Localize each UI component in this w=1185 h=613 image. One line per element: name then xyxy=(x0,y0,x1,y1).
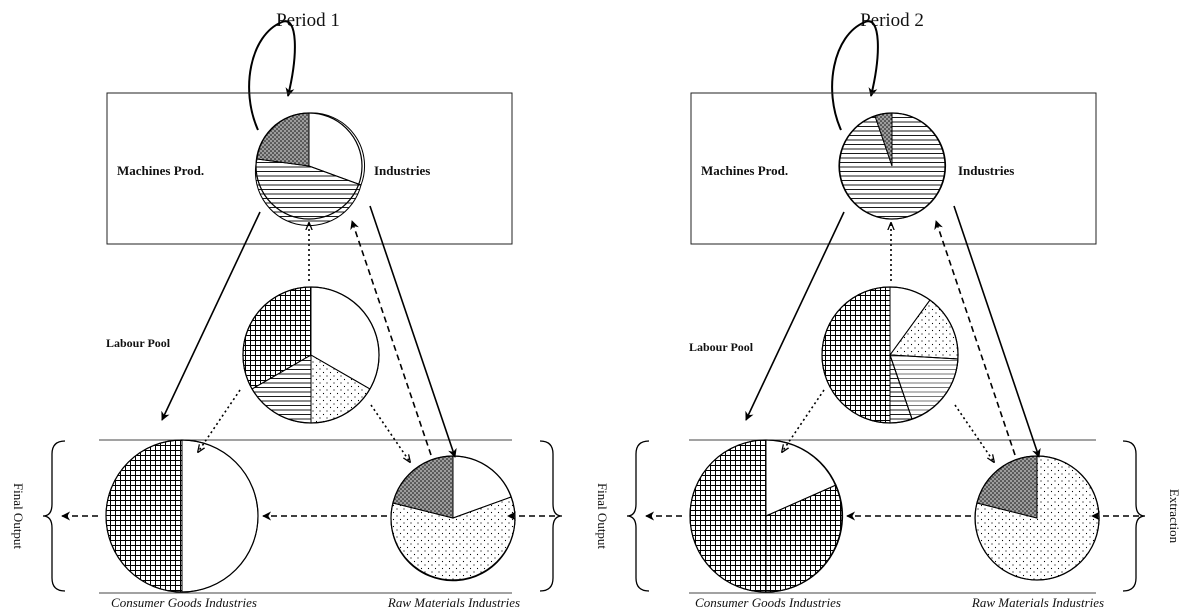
pie-slice xyxy=(254,158,362,227)
machines-label-left: Machines Prod. xyxy=(117,163,204,178)
pie-slice xyxy=(105,439,183,593)
self-loop-arrow xyxy=(831,20,879,131)
consumer-goods-label: Consumer Goods Industries xyxy=(695,595,841,610)
labour-pool-label: Labour Pool xyxy=(106,336,171,350)
machines-label-right: Industries xyxy=(958,163,1014,178)
pie-slice xyxy=(821,286,891,424)
arrow-machines-to-consumer xyxy=(161,211,261,421)
labour-pool-label: Labour Pool xyxy=(689,340,754,354)
panel-period-1: Period 1 Machines Prod. Industries Labou… xyxy=(11,10,563,610)
raw-materials-label: Raw Materials Industries xyxy=(387,595,520,610)
right-bracket xyxy=(539,440,563,592)
consumer-goods-label: Consumer Goods Industries xyxy=(111,595,257,610)
left-bracket xyxy=(626,440,650,592)
raw-materials-pie xyxy=(390,455,516,582)
raw-materials-pie xyxy=(974,455,1100,581)
raw-materials-label: Raw Materials Industries xyxy=(971,595,1104,610)
arrow-raw-to-machines xyxy=(350,220,432,456)
machines-pie xyxy=(838,112,947,220)
machines-label-right: Industries xyxy=(374,163,430,178)
arrow-machines-to-consumer xyxy=(745,211,845,421)
right-bracket xyxy=(1122,440,1146,592)
panel-period-2: Period 2 Machines Prod. Industries Labou… xyxy=(595,10,1182,610)
pie-slice xyxy=(181,439,259,593)
consumer-goods-pie xyxy=(105,439,259,593)
labour-pie xyxy=(821,286,959,424)
machines-pie xyxy=(254,112,366,227)
machines-box xyxy=(690,92,1097,245)
pie-slice xyxy=(689,439,767,593)
consumer-goods-pie xyxy=(689,439,844,593)
pie-slice xyxy=(256,112,310,167)
left-bracket xyxy=(42,440,66,592)
extraction-label: Extraction xyxy=(1167,489,1182,544)
arrow-machines-to-raw xyxy=(369,205,457,458)
final-output-label: Final Output xyxy=(11,483,26,549)
final-output-label: Final Output xyxy=(595,483,610,549)
arrow-machines-to-raw xyxy=(953,205,1041,458)
panel-title: Period 2 xyxy=(860,10,924,31)
machines-label-left: Machines Prod. xyxy=(701,163,788,178)
arrow-raw-to-machines xyxy=(934,220,1016,456)
labour-pie xyxy=(242,286,380,424)
arrow-labour-to-raw xyxy=(370,404,410,462)
self-loop-arrow xyxy=(248,20,296,131)
arrow-labour-to-raw xyxy=(954,404,994,462)
